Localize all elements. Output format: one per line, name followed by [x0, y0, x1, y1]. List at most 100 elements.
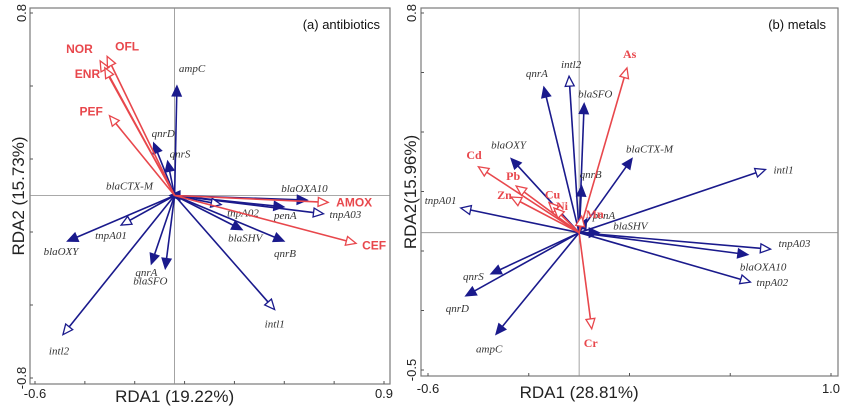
gene-intl2-vector-line	[568, 86, 580, 233]
gene-vector-blaOXA10: blaOXA10	[579, 231, 787, 274]
gene-label-blaSFO: blaSFO	[578, 89, 612, 101]
env-vector-NOR: NOR	[66, 42, 176, 196]
env-Pb-arrowhead-open	[514, 185, 528, 197]
y-tick-label-max: 0.8	[404, 4, 419, 22]
gene-tnpA03-arrowhead-open	[312, 206, 326, 218]
panel-a: -0.6 0.9 0.8 -0.8 RDA1 (19.22%) RDA2 (15.73%)…	[9, 4, 393, 406]
env-Mn-arrowhead-open	[574, 214, 586, 228]
gene-vector-blaCTX-M: blaCTX-M	[578, 144, 674, 234]
gene-vector-qnrA: qnrA	[526, 68, 580, 233]
env-As-vector-line	[578, 77, 625, 233]
gene-label-ampC: ampC	[476, 343, 503, 355]
env-vector-PEF: PEF	[79, 105, 176, 197]
gene-label-blaOXY: blaOXY	[44, 246, 81, 258]
env-Cr-arrowhead-open	[584, 317, 596, 331]
gene-label-blaSFO: blaSFO	[133, 276, 167, 288]
gene-label-blaOXY: blaOXY	[491, 140, 528, 152]
gene-intl1-vector-line	[173, 194, 269, 303]
env-Pb-vector-line	[523, 191, 580, 234]
gene-blaSHV-arrowhead-filled	[230, 219, 244, 231]
gene-vector-intl1: intl1	[578, 165, 794, 234]
gene-label-qnrA: qnrA	[526, 68, 548, 80]
gene-label-tnpA03: tnpA03	[330, 209, 362, 221]
env-vector-CEF: CEF	[174, 194, 386, 252]
gene-label-penA: penA	[273, 210, 297, 222]
gene-qnrA-arrowhead-filled	[541, 85, 552, 99]
gene-tnpA02-arrowhead-open	[738, 273, 752, 285]
gene-tnpA02-vector-line	[578, 231, 742, 281]
env-Zn-vector-line	[519, 200, 580, 234]
env-OFL-vector-line	[110, 64, 176, 196]
gene-tnpA01-arrowhead-open	[119, 215, 134, 226]
y-tick-label-min: -0.8	[14, 367, 29, 389]
env-vector-AMOX: AMOX	[174, 194, 372, 209]
panel-title: (a) antibiotics	[303, 17, 381, 32]
gene-vector-qnrD: qnrD	[446, 231, 580, 315]
gene-ampC-arrowhead-filled	[171, 84, 183, 97]
gene-label-intl2: intl2	[561, 59, 582, 71]
gene-label-intl2: intl2	[49, 346, 70, 358]
env-label-ENR: ENR	[75, 67, 101, 81]
env-vector-OFL: OFL	[106, 39, 176, 196]
env-vector-Cd: Cd	[466, 148, 580, 234]
gene-label-penA: penA	[592, 210, 616, 222]
y-axis-label: RDA2 (15.73%)	[9, 136, 28, 255]
env-Ni-arrowhead-open	[552, 206, 566, 220]
x-tick-label-max: 1.0	[822, 381, 840, 396]
gene-qnrB-arrowhead-filled	[272, 231, 286, 243]
gene-vector-qnrB: qnrB	[174, 194, 296, 260]
gene-label-qnrB: qnrB	[274, 248, 296, 260]
gene-vector-intl2: intl2	[49, 194, 176, 358]
gene-blaCTX-M-vector-line	[578, 164, 629, 234]
env-vector-Zn: Zn	[497, 188, 580, 234]
gene-label-intl1: intl1	[774, 165, 794, 177]
gene-blaCTX-M-arrowhead-filled	[621, 157, 633, 171]
gene-intl1-arrowhead-open	[263, 297, 276, 311]
x-tick-label-min: -0.6	[24, 386, 46, 401]
gene-tnpA01-vector-line	[129, 194, 175, 222]
gene-intl2-arrowhead-open	[61, 322, 74, 336]
gene-intl1-vector-line	[578, 171, 757, 234]
y-tick-label-min: -0.5	[404, 359, 419, 381]
gene-label-blaOXA10: blaOXA10	[281, 183, 328, 195]
gene-blaOXY-arrowhead-filled	[510, 157, 523, 171]
gene-vector-ampC: ampC	[476, 232, 580, 355]
gene-vector-tnpA01: tnpA01	[95, 194, 175, 242]
gene-qnrS-vector-line	[497, 231, 580, 272]
env-PEF-arrowhead-open	[108, 114, 121, 128]
gene-ampC-vector-line	[173, 93, 178, 196]
gene-vector-blaOXY: blaOXY	[44, 194, 175, 258]
gene-vector-intl2: intl2	[561, 59, 582, 233]
gene-qnrA-arrowhead-filled	[149, 252, 160, 266]
panel-b: -0.6 1.0 0.8 -0.5 RDA1 (28.81%) RDA2(15.96%) (…	[401, 4, 840, 402]
plot-frame	[29, 7, 391, 385]
gene-blaSHV-vector-line	[174, 194, 236, 227]
gene-qnrS-arrowhead-filled	[489, 264, 503, 275]
env-AMOX-vector-line	[174, 194, 319, 203]
gene-qnrD-arrowhead-filled	[152, 141, 163, 155]
env-AMOX-arrowhead-open	[317, 196, 330, 208]
env-Mn-vector-line	[578, 225, 581, 233]
gene-vector-tnpA03: tnpA03	[579, 231, 811, 254]
gene-label-qnrS: qnrS	[170, 148, 191, 160]
gene-qnrD-arrowhead-filled	[464, 285, 478, 297]
env-As-arrowhead-open	[618, 66, 630, 80]
gene-label-ampC: ampC	[179, 63, 206, 75]
gene-qnrD-vector-line	[472, 231, 580, 293]
gene-tnpA03-arrowhead-open	[759, 242, 773, 254]
gene-intl2-vector-line	[68, 194, 176, 328]
gene-vector-tnpA02: tnpA02	[578, 231, 789, 289]
env-label-As: As	[623, 47, 637, 61]
env-label-Cd: Cd	[466, 148, 482, 162]
gene-vector-tnpA01: tnpA01	[425, 195, 580, 234]
gene-qnrB-vector-line	[174, 194, 277, 239]
x-tick-label-min: -0.6	[417, 381, 439, 396]
gene-label-intl1: intl1	[265, 319, 285, 331]
gene-blaSFO-arrowhead-filled	[578, 102, 590, 115]
env-vector-Cr: Cr	[578, 232, 599, 350]
env-label-Cr: Cr	[584, 336, 599, 350]
env-label-Cu: Cu	[545, 187, 561, 201]
gene-vector-intl1: intl1	[173, 194, 285, 331]
env-label-CEF: CEF	[362, 238, 386, 252]
